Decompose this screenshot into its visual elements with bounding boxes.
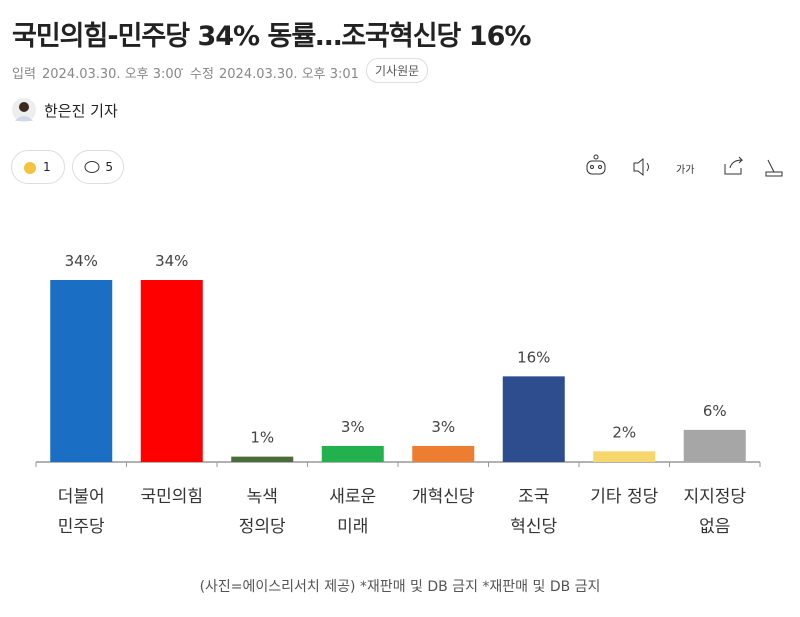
- category-label: 새로운 미래: [329, 487, 377, 537]
- headline: 국민의힘-민주당 34% 동률…조국혁신당 16%: [12, 21, 531, 52]
- modified-date: 2024.03.30. 오후 3:01: [219, 67, 359, 82]
- bar: [412, 445, 475, 462]
- category-label: 더불어 민주당: [57, 487, 105, 537]
- comment-icon: [84, 161, 100, 173]
- comment-count: 5: [105, 160, 113, 174]
- category-label: 국민의힘: [140, 487, 204, 507]
- published-label: 입력: [12, 67, 36, 82]
- author-name: 한은진 기자: [44, 102, 118, 120]
- value-label: 16%: [517, 348, 550, 366]
- font-size-icon[interactable]: 가가: [676, 164, 694, 176]
- like-count: 1: [43, 160, 51, 174]
- published-date: 2024.03.30. 오후 3:00: [42, 67, 182, 82]
- value-label: 3%: [341, 418, 365, 436]
- value-label: 6%: [703, 402, 727, 420]
- bar: [140, 280, 203, 462]
- category-label: 기타 정당: [590, 487, 659, 507]
- avatar: [12, 98, 36, 122]
- category-label: 지지정당 없음: [683, 487, 747, 537]
- value-label: 1%: [250, 429, 274, 447]
- toolbar: 가가: [586, 154, 783, 177]
- category-label: 개혁신당: [411, 487, 475, 507]
- value-label: 34%: [155, 252, 188, 270]
- print-icon[interactable]: [765, 159, 783, 177]
- bar: [321, 445, 384, 462]
- bar: [50, 280, 113, 462]
- audio-icon[interactable]: [633, 157, 649, 177]
- comment-button[interactable]: 5: [72, 150, 124, 184]
- value-label: 3%: [431, 418, 455, 436]
- share-icon[interactable]: [724, 156, 744, 175]
- bar: [593, 451, 656, 462]
- caption: (사진=에이스리서치 제공) *재판매 및 DB 금지 *재판매 및 DB 금지: [199, 579, 601, 595]
- value-label: 2%: [612, 423, 636, 441]
- category-label: 녹색 정의당: [238, 487, 286, 537]
- separator: ·: [180, 63, 185, 78]
- like-icon: [24, 162, 36, 174]
- bar: [683, 429, 746, 462]
- bar: [502, 376, 565, 462]
- modified-label: 수정: [190, 67, 214, 82]
- category-label: 조국 혁신당: [510, 487, 558, 537]
- original-button[interactable]: 기사원문: [366, 58, 429, 83]
- like-button[interactable]: 1: [11, 150, 65, 184]
- bar: [231, 456, 294, 462]
- value-label: 34%: [65, 252, 98, 270]
- summary-icon[interactable]: [586, 154, 606, 175]
